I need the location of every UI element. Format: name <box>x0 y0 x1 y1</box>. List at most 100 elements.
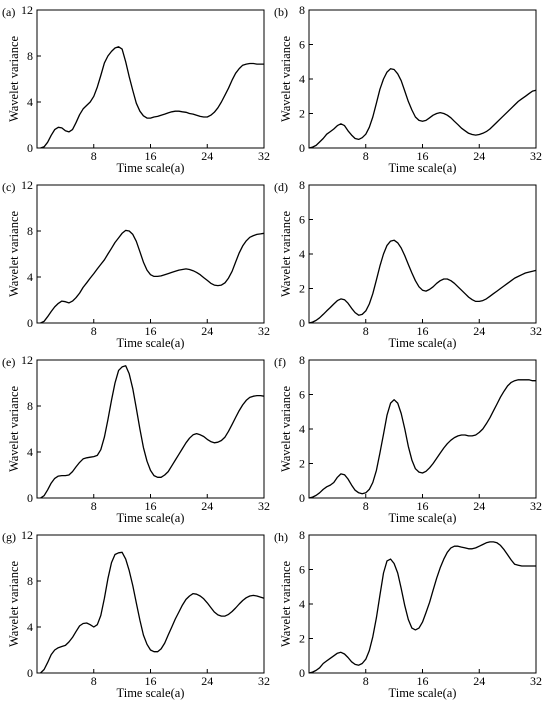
y-tick-label: 12 <box>21 353 33 367</box>
x-axis-title: Time scale(a) <box>117 511 185 525</box>
variance-curve <box>40 46 264 149</box>
y-tick-label: 4 <box>299 247 305 261</box>
panel-label: (f) <box>274 355 286 369</box>
plot-frame <box>308 184 537 324</box>
y-tick-label: 4 <box>299 72 305 86</box>
y-tick-label: 6 <box>299 213 305 227</box>
y-axis-title: Wavelet variance <box>7 386 21 473</box>
x-tick-label: 24 <box>201 324 213 338</box>
x-tick-label: 16 <box>417 149 429 163</box>
x-tick-label: 32 <box>530 674 542 688</box>
y-tick-label: 6 <box>299 388 305 402</box>
x-tick-label: 8 <box>91 674 97 688</box>
y-axis-title: Wavelet variance <box>279 386 293 473</box>
panel-a: 0 4 8 12 8 16 24 32 Time scale(a) Wavelet varianc… <box>2 3 270 175</box>
x-tick-label: 24 <box>201 149 213 163</box>
panel-label: (g) <box>2 530 16 544</box>
y-axis-title: Wavelet variance <box>7 211 21 298</box>
y-tick-label: 2 <box>299 282 305 296</box>
panel-g: 0 4 8 12 8 16 24 32 Time scale(a) Wavelet varianc… <box>2 528 270 700</box>
x-tick-label: 8 <box>91 149 97 163</box>
y-tick-label: 0 <box>27 491 33 505</box>
plot-frame <box>308 359 537 499</box>
variance-curve <box>40 551 265 674</box>
y-tick-label: 2 <box>299 632 305 646</box>
x-tick-label: 32 <box>258 324 270 338</box>
y-tick-label: 8 <box>299 353 305 367</box>
x-tick-label: 16 <box>417 674 429 688</box>
y-tick-label: 4 <box>27 270 33 284</box>
y-tick-label: 8 <box>27 49 33 63</box>
x-tick-label: 8 <box>91 324 97 338</box>
panel-label: (h) <box>274 530 288 544</box>
variance-curve <box>308 68 537 149</box>
y-tick-label: 0 <box>299 316 305 330</box>
panel-label: (a) <box>2 5 15 19</box>
x-tick-label: 16 <box>145 499 157 513</box>
y-tick-label: 8 <box>299 3 305 17</box>
y-tick-label: 6 <box>299 38 305 52</box>
y-tick-label: 12 <box>21 178 33 192</box>
x-tick-label: 24 <box>473 499 485 513</box>
x-tick-label: 32 <box>258 499 270 513</box>
x-axis-title: Time scale(a) <box>117 336 185 350</box>
x-tick-label: 24 <box>473 674 485 688</box>
y-tick-label: 4 <box>27 445 33 459</box>
variance-curve <box>308 541 536 674</box>
x-axis-title: Time scale(a) <box>117 686 185 700</box>
y-tick-label: 8 <box>27 399 33 413</box>
y-tick-label: 6 <box>299 563 305 577</box>
variance-curve <box>40 229 265 324</box>
x-tick-label: 16 <box>417 324 429 338</box>
panel-label: (e) <box>2 355 15 369</box>
x-axis-title: Time scale(a) <box>389 511 457 525</box>
y-tick-label: 8 <box>27 574 33 588</box>
panel-label: (b) <box>274 5 288 19</box>
x-tick-label: 32 <box>530 499 542 513</box>
y-tick-label: 0 <box>27 666 33 680</box>
plot-frame <box>308 534 537 674</box>
x-tick-label: 24 <box>201 499 213 513</box>
x-tick-label: 8 <box>363 149 369 163</box>
y-tick-label: 2 <box>299 457 305 471</box>
x-tick-label: 32 <box>530 324 542 338</box>
y-tick-label: 2 <box>299 107 305 121</box>
x-tick-label: 16 <box>145 324 157 338</box>
y-tick-label: 4 <box>27 95 33 109</box>
y-tick-label: 4 <box>299 597 305 611</box>
x-tick-label: 32 <box>530 149 542 163</box>
y-tick-label: 4 <box>27 620 33 634</box>
y-tick-label: 0 <box>299 491 305 505</box>
y-tick-label: 4 <box>299 422 305 436</box>
y-tick-label: 12 <box>21 3 33 17</box>
x-tick-label: 8 <box>363 674 369 688</box>
y-tick-label: 8 <box>27 224 33 238</box>
x-tick-label: 32 <box>258 674 270 688</box>
y-axis-title: Wavelet variance <box>279 36 293 123</box>
x-axis-title: Time scale(a) <box>389 686 457 700</box>
x-tick-label: 16 <box>145 149 157 163</box>
y-tick-label: 8 <box>299 178 305 192</box>
x-axis-title: Time scale(a) <box>389 161 457 175</box>
x-tick-label: 24 <box>473 149 485 163</box>
y-tick-label: 0 <box>27 141 33 155</box>
y-axis-title: Wavelet variance <box>7 36 21 123</box>
x-tick-label: 8 <box>363 499 369 513</box>
panel-e: 0 4 8 12 8 16 24 32 Time scale(a) Wavelet varianc… <box>2 353 270 525</box>
variance-curve <box>308 239 537 324</box>
y-tick-label: 12 <box>21 528 33 542</box>
y-tick-label: 0 <box>27 316 33 330</box>
plot-frame <box>308 9 537 149</box>
y-axis-title: Wavelet variance <box>279 561 293 648</box>
x-tick-label: 24 <box>201 674 213 688</box>
x-tick-label: 24 <box>473 324 485 338</box>
x-tick-label: 8 <box>91 499 97 513</box>
x-tick-label: 16 <box>145 674 157 688</box>
variance-curve <box>40 365 265 499</box>
y-tick-label: 8 <box>299 528 305 542</box>
panel-c: 0 4 8 12 8 16 24 32 Time scale(a) Wavelet varianc… <box>2 178 270 350</box>
